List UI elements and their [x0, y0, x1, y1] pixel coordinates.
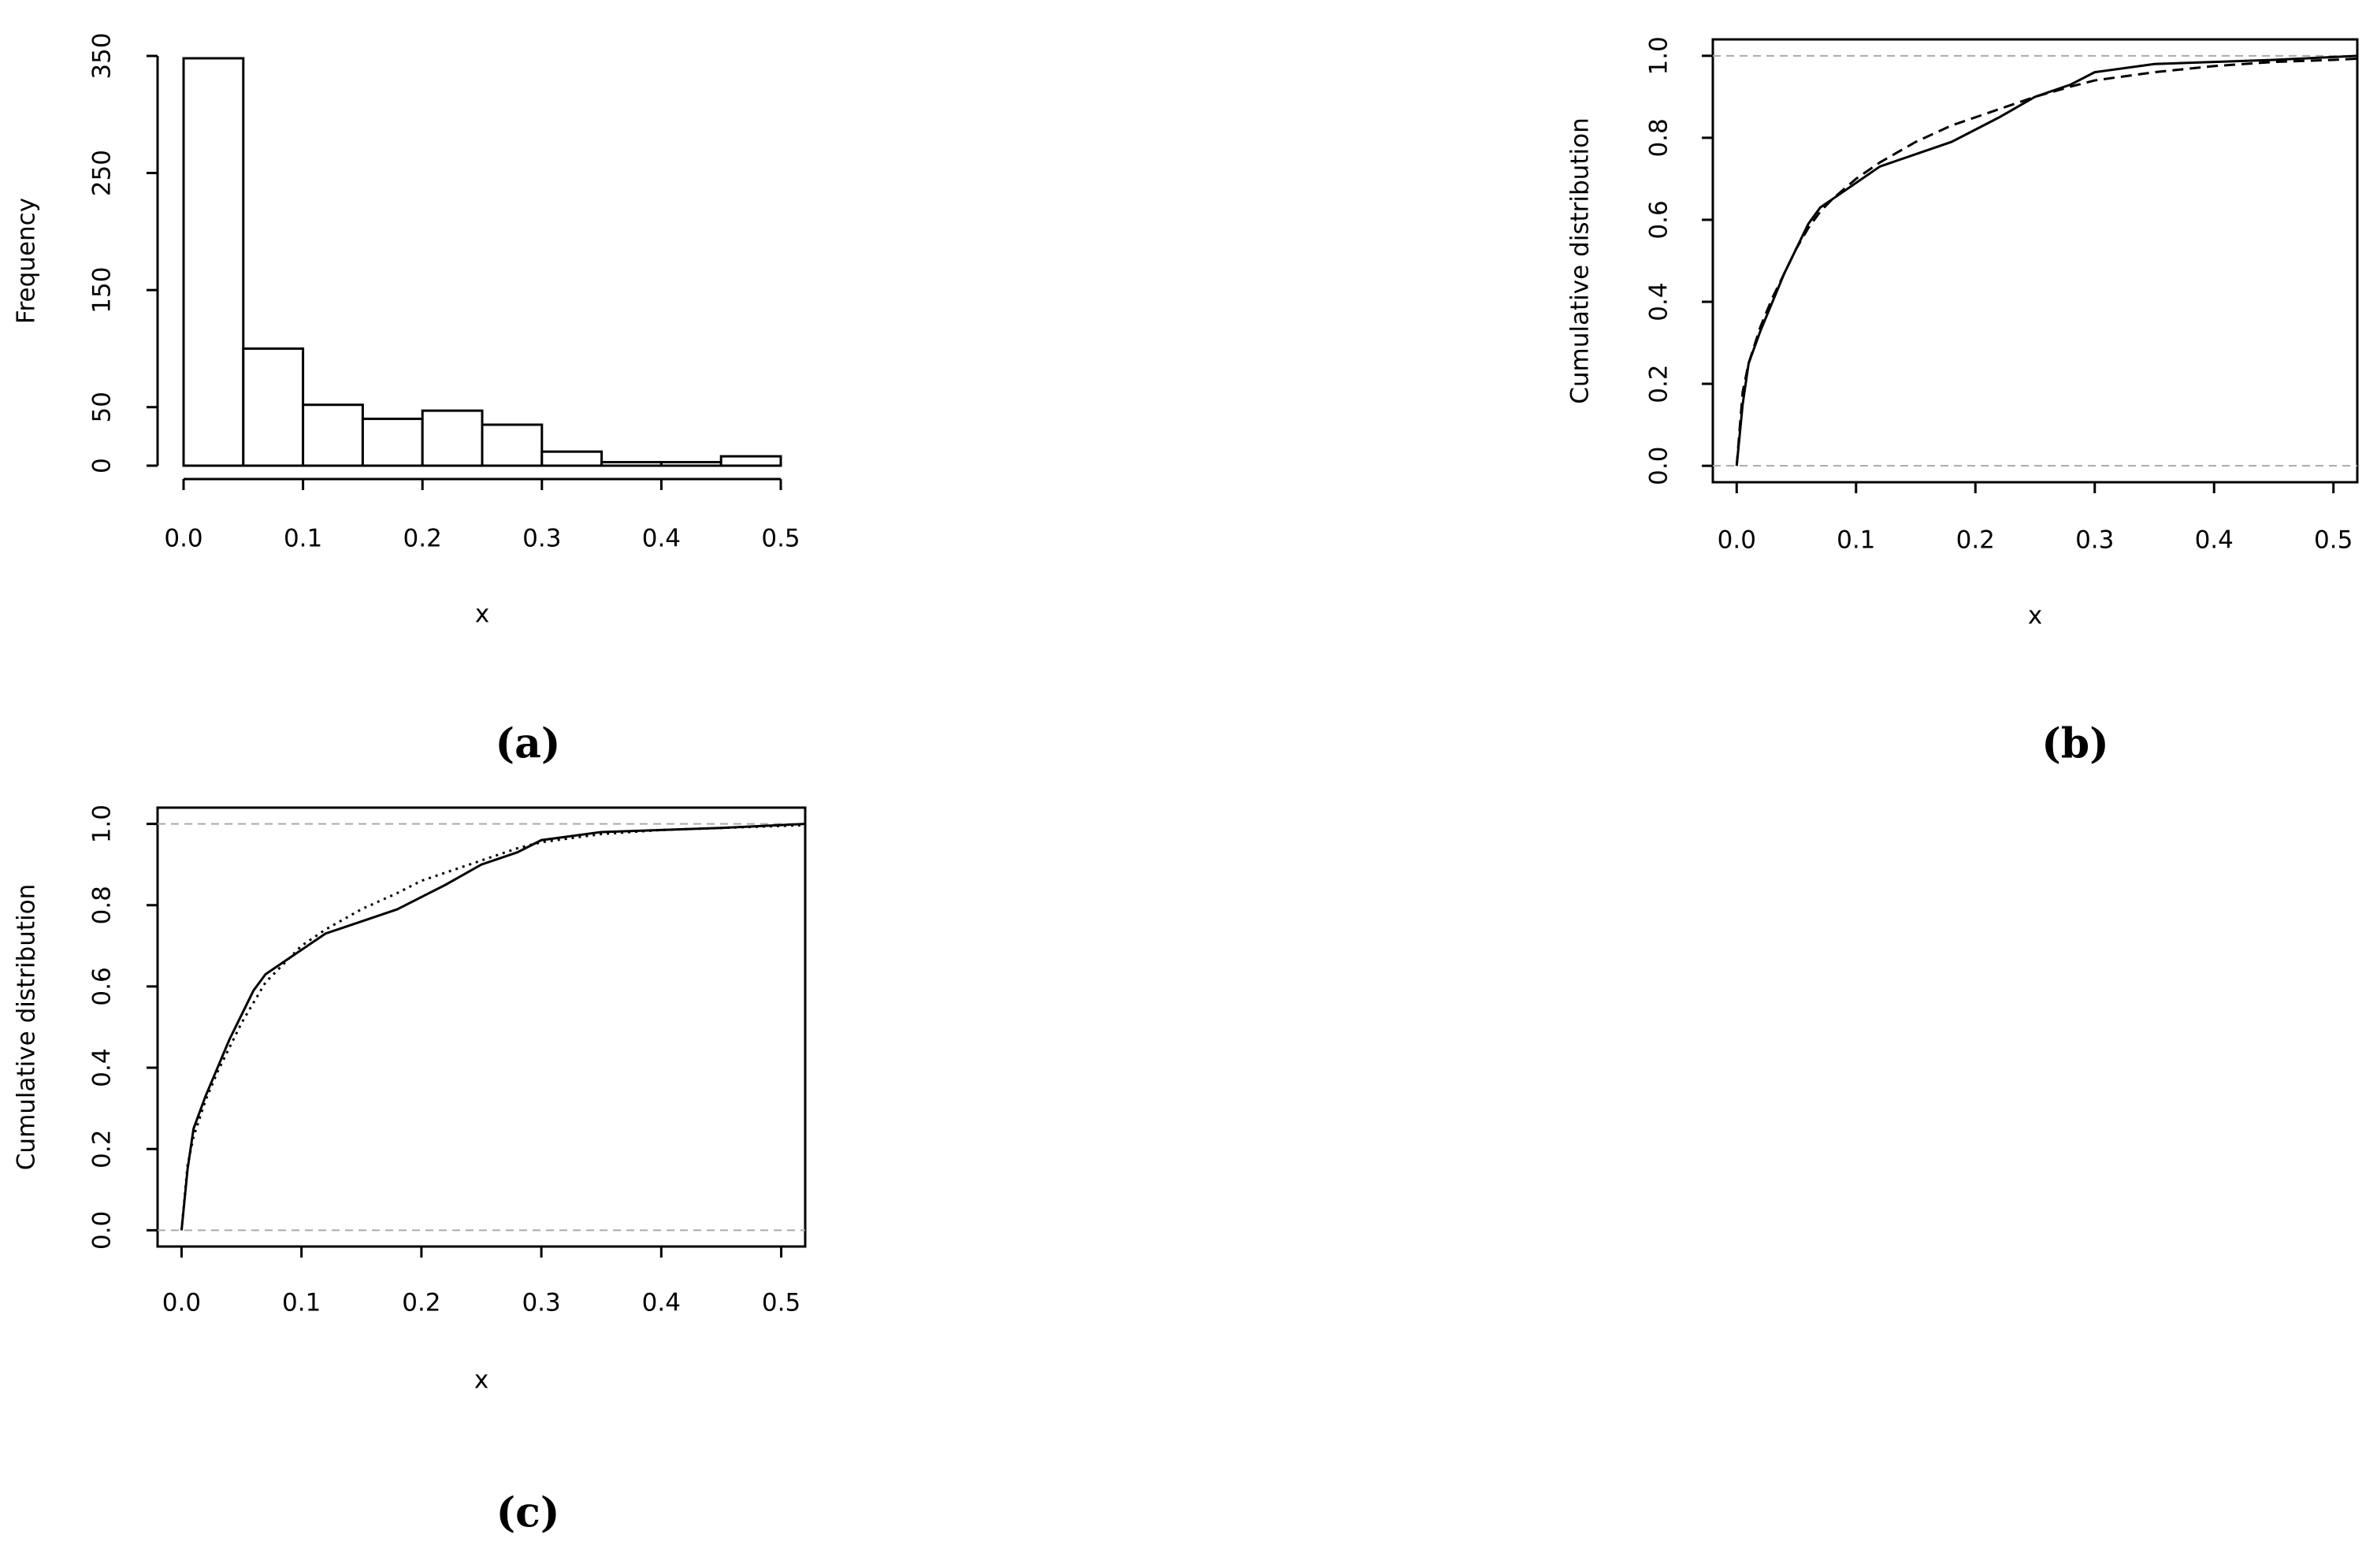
caption: (a)	[496, 720, 561, 768]
bar	[540, 450, 604, 467]
cdf-line	[1735, 57, 2358, 466]
x-tick-label: 0.5	[762, 1289, 800, 1317]
y-tick-label: 350	[88, 32, 117, 79]
x-tick-label: 0.3	[522, 525, 561, 553]
bar	[719, 455, 782, 467]
x-tick-label: 0.0	[162, 1289, 201, 1317]
x-axis-title: x	[474, 1366, 488, 1395]
y-tick-label: 150	[88, 267, 117, 314]
y-axis-title: Cumulative distribution	[1566, 117, 1595, 403]
x-tick-label: 0.2	[1956, 526, 1995, 555]
y-tick-label: 250	[88, 150, 117, 196]
y-tick-label: 0.8	[88, 886, 117, 924]
x-tick-label: 0.3	[522, 1289, 560, 1317]
x-tick-label: 0.2	[402, 1289, 440, 1317]
y-tick-label: 0	[88, 458, 117, 474]
x-tick-label: 0.5	[2314, 526, 2353, 555]
y-tick-label: 0.2	[1645, 364, 1673, 403]
y-tick-label: 0.8	[1645, 118, 1673, 157]
caption: (b)	[2041, 720, 2109, 768]
bar	[600, 461, 663, 467]
bar	[659, 461, 722, 467]
x-tick-label: 0.0	[1718, 526, 1756, 555]
y-tick-label: 0.6	[88, 967, 117, 1005]
y-tick-label: 0.2	[88, 1130, 117, 1169]
cdf-line	[1735, 54, 2358, 466]
y-tick-label: 1.0	[88, 804, 117, 843]
bar	[361, 418, 424, 467]
y-tick-label: 0.0	[88, 1211, 117, 1250]
plot-frame	[1711, 38, 2359, 484]
y-axis-title: Frequency	[13, 198, 41, 324]
x-tick-label: 0.3	[2075, 526, 2114, 555]
x-tick-label: 0.1	[284, 525, 322, 553]
bar	[302, 403, 364, 467]
y-axis-title: Cumulative distribution	[13, 884, 41, 1170]
cdf-line	[180, 823, 806, 1231]
x-tick-label: 0.4	[642, 525, 681, 553]
bar	[421, 409, 484, 467]
x-tick-label: 0.2	[403, 525, 442, 553]
y-tick-label: 0.0	[1645, 447, 1673, 485]
x-tick-label: 0.4	[2195, 526, 2234, 555]
x-tick-label: 0.1	[282, 1289, 321, 1317]
caption: (c)	[496, 1489, 560, 1537]
bar	[481, 423, 544, 467]
plot-frame	[156, 806, 807, 1248]
cdf-line	[180, 823, 806, 1231]
x-axis-title: x	[2028, 602, 2042, 630]
x-axis-title: x	[475, 600, 489, 629]
y-tick-label: 1.0	[1645, 36, 1673, 75]
x-tick-label: 0.4	[642, 1289, 681, 1317]
x-tick-label: 0.5	[761, 525, 800, 553]
bar	[182, 57, 245, 467]
bar	[242, 347, 305, 467]
x-tick-label: 0.1	[1837, 526, 1875, 555]
y-tick-label: 0.4	[1645, 282, 1673, 321]
y-tick-label: 0.4	[88, 1048, 117, 1087]
y-tick-label: 0.6	[1645, 200, 1673, 239]
y-tick-label: 50	[88, 392, 117, 422]
x-tick-label: 0.0	[164, 525, 202, 553]
